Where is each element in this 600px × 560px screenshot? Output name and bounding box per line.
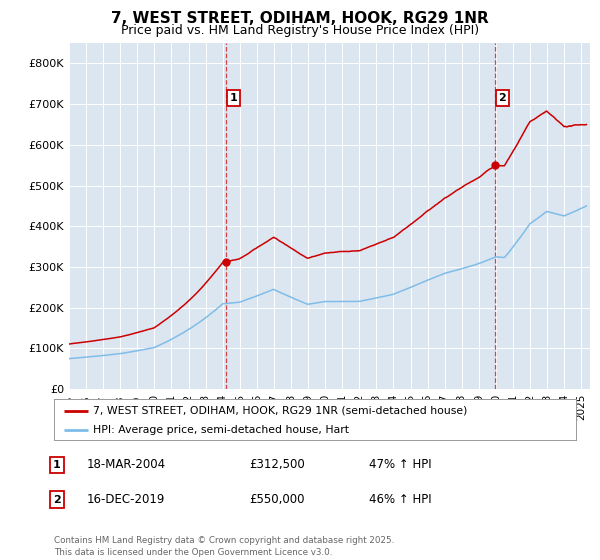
Text: 1: 1 [53, 460, 61, 470]
Text: 47% ↑ HPI: 47% ↑ HPI [369, 458, 431, 472]
Text: 2: 2 [53, 494, 61, 505]
Text: 7, WEST STREET, ODIHAM, HOOK, RG29 1NR: 7, WEST STREET, ODIHAM, HOOK, RG29 1NR [111, 11, 489, 26]
Text: 2: 2 [499, 93, 506, 103]
Text: £312,500: £312,500 [249, 458, 305, 472]
Text: HPI: Average price, semi-detached house, Hart: HPI: Average price, semi-detached house,… [93, 424, 349, 435]
Text: £550,000: £550,000 [249, 493, 305, 506]
Text: 16-DEC-2019: 16-DEC-2019 [87, 493, 166, 506]
Text: Price paid vs. HM Land Registry's House Price Index (HPI): Price paid vs. HM Land Registry's House … [121, 24, 479, 36]
Text: Contains HM Land Registry data © Crown copyright and database right 2025.
This d: Contains HM Land Registry data © Crown c… [54, 536, 394, 557]
Text: 18-MAR-2004: 18-MAR-2004 [87, 458, 166, 472]
Text: 46% ↑ HPI: 46% ↑ HPI [369, 493, 431, 506]
Text: 1: 1 [230, 93, 238, 103]
Text: 7, WEST STREET, ODIHAM, HOOK, RG29 1NR (semi-detached house): 7, WEST STREET, ODIHAM, HOOK, RG29 1NR (… [93, 405, 467, 416]
